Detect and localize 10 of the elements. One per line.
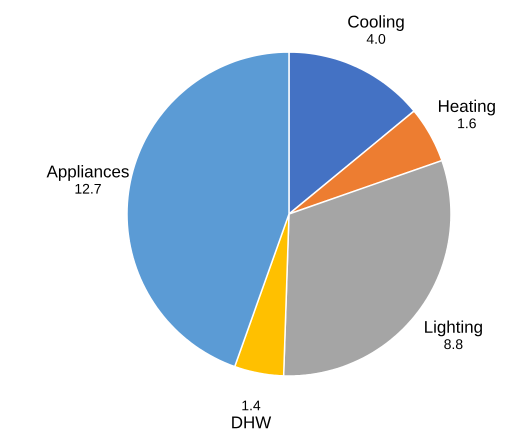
data-label: 12.7 (75, 184, 101, 194)
slice-label: Heating (438, 100, 495, 116)
data-label: 1.4 (242, 400, 260, 410)
data-label: 1.6 (458, 118, 476, 128)
data-label: 8.8 (444, 339, 462, 350)
slice-label: Appliances (46, 165, 129, 181)
slice-label: Cooling (348, 15, 404, 31)
data-label: 4.0 (366, 34, 386, 44)
slice-label: Lighting (425, 320, 482, 336)
slice-label: DHW (232, 416, 272, 428)
